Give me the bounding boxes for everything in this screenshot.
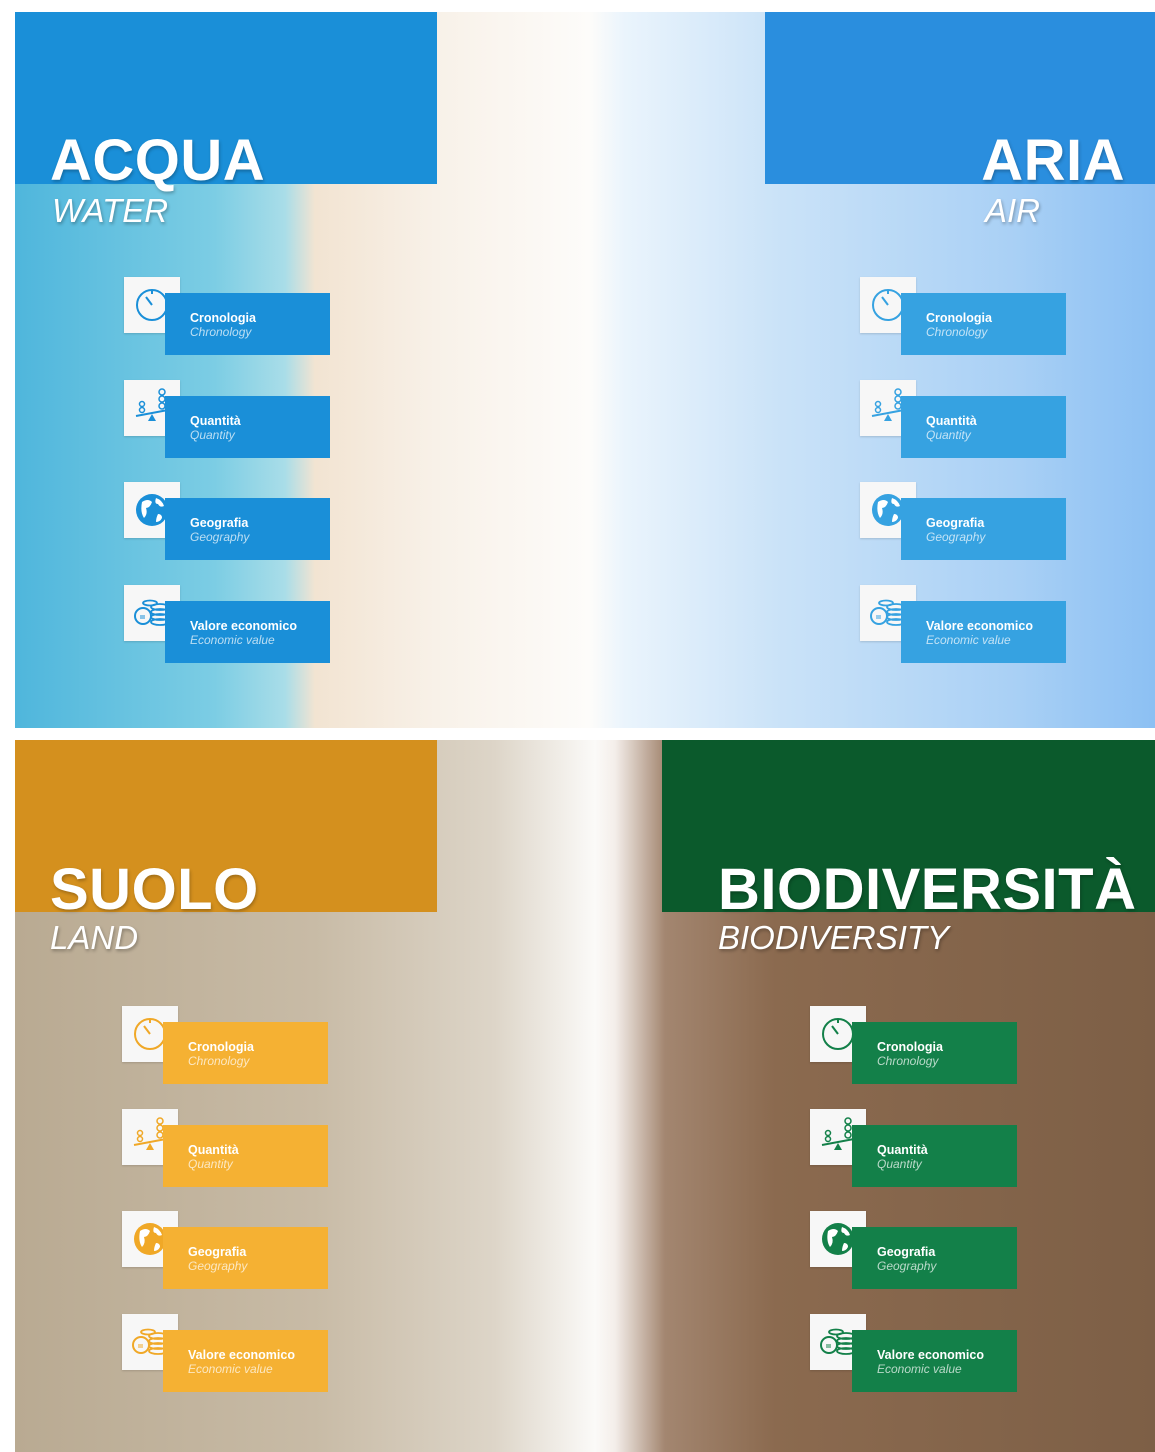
item-sublabel: Quantity — [926, 428, 1066, 442]
item-label: Quantità — [926, 414, 1066, 428]
icon-shape — [146, 1143, 154, 1150]
panel-title: SUOLO — [50, 861, 259, 919]
item-sublabel: Chronology — [926, 325, 1066, 339]
item-sublabel: Chronology — [188, 1054, 328, 1068]
icon-shape — [822, 1223, 854, 1255]
item-sublabel: Quantity — [188, 1157, 328, 1171]
icon-shape — [143, 600, 157, 605]
item-sublabel: Quantity — [877, 1157, 1017, 1171]
item-label: Geografia — [877, 1245, 1017, 1259]
icon-shape — [826, 1345, 831, 1347]
item-sublabel: Chronology — [877, 1054, 1017, 1068]
panel-subtitle: WATER — [52, 193, 168, 229]
item-label: Quantità — [188, 1143, 328, 1157]
icon-shape — [140, 616, 145, 618]
item-sublabel: Economic value — [926, 633, 1066, 647]
icon-shape — [138, 1345, 143, 1347]
panel-title: BIODIVERSITÀ — [718, 861, 1137, 919]
panel-title: ARIA — [981, 132, 1125, 190]
panel-title: ACQUA — [50, 132, 265, 190]
item-label: Quantità — [190, 414, 330, 428]
item-sublabel: Quantity — [190, 428, 330, 442]
item-sublabel: Geography — [877, 1259, 1017, 1273]
item-label: Valore economico — [926, 619, 1066, 633]
icon-shape — [829, 1329, 843, 1334]
item-sublabel: Geography — [926, 530, 1066, 544]
icon-shape — [141, 1329, 155, 1334]
icon-shape — [140, 407, 145, 412]
item-label: Valore economico — [188, 1348, 328, 1362]
item-sublabel: Economic value — [190, 633, 330, 647]
icon-shape — [876, 407, 881, 412]
icon-shape — [826, 1136, 831, 1141]
icon-shape — [138, 1136, 143, 1141]
icon-shape — [136, 494, 168, 526]
panel-subtitle: LAND — [50, 920, 138, 956]
item-sublabel: Geography — [188, 1259, 328, 1273]
item-label: Cronologia — [926, 311, 1066, 325]
icon-shape — [834, 1143, 842, 1150]
item-label: Quantità — [877, 1143, 1017, 1157]
icon-shape — [144, 1026, 150, 1034]
item-sublabel: Chronology — [190, 325, 330, 339]
icon-shape — [895, 389, 901, 395]
icon-shape — [146, 297, 152, 305]
item-label: Geografia — [926, 516, 1066, 530]
item-sublabel: Economic value — [188, 1362, 328, 1376]
icon-shape — [845, 1125, 851, 1131]
icon-shape — [148, 414, 156, 421]
icon-shape — [140, 401, 145, 406]
item-label: Cronologia — [877, 1040, 1017, 1054]
item-label: Cronologia — [188, 1040, 328, 1054]
icon-shape — [876, 616, 881, 618]
icon-shape — [138, 1130, 143, 1135]
item-sublabel: Economic value — [877, 1362, 1017, 1376]
icon-shape — [876, 401, 881, 406]
icon-shape — [832, 1026, 838, 1034]
icon-shape — [159, 389, 165, 395]
icon-shape — [882, 297, 888, 305]
icon-shape — [826, 1130, 831, 1135]
item-sublabel: Geography — [190, 530, 330, 544]
icon-shape — [845, 1132, 851, 1138]
item-label: Valore economico — [877, 1348, 1017, 1362]
icon-shape — [845, 1118, 851, 1124]
item-label: Geografia — [188, 1245, 328, 1259]
icon-shape — [879, 600, 893, 605]
icon-shape — [134, 1223, 166, 1255]
item-label: Cronologia — [190, 311, 330, 325]
page: (() => { const data = JSON.parse(documen… — [0, 0, 1155, 1452]
item-label: Geografia — [190, 516, 330, 530]
panel-subtitle: AIR — [985, 193, 1040, 229]
item-label: Valore economico — [190, 619, 330, 633]
icon-shape — [157, 1118, 163, 1124]
icon-shape — [872, 494, 904, 526]
panel-subtitle: BIODIVERSITY — [718, 920, 949, 956]
icon-shape — [884, 414, 892, 421]
